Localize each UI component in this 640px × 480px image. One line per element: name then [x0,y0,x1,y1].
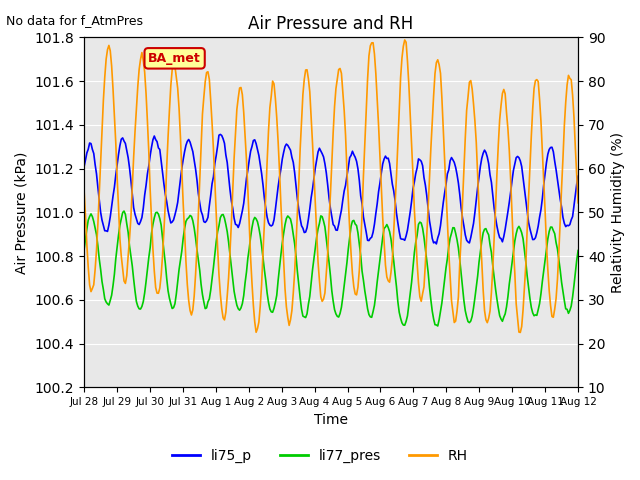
Y-axis label: Relativity Humidity (%): Relativity Humidity (%) [611,132,625,293]
Text: BA_met: BA_met [148,52,201,65]
Y-axis label: Air Pressure (kPa): Air Pressure (kPa) [15,151,29,274]
Text: No data for f_AtmPres: No data for f_AtmPres [6,14,143,27]
X-axis label: Time: Time [314,413,348,427]
Title: Air Pressure and RH: Air Pressure and RH [248,15,413,33]
Legend: li75_p, li77_pres, RH: li75_p, li77_pres, RH [166,443,474,468]
